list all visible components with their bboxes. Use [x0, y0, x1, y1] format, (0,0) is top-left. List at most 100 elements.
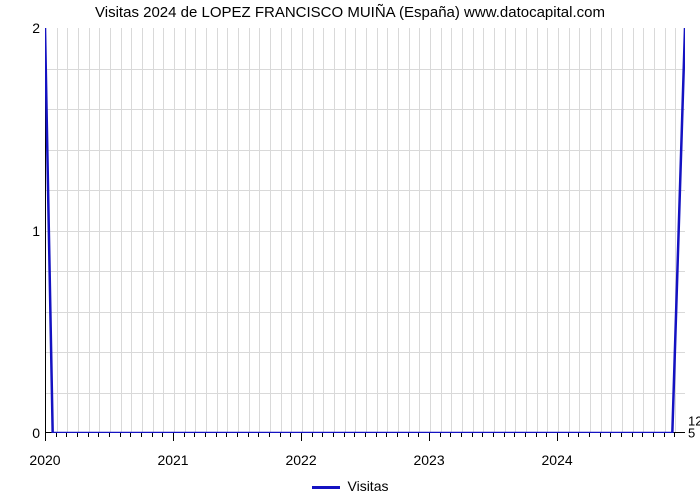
x-minor-tick — [280, 433, 281, 437]
grid-line-v — [473, 28, 474, 432]
x-minor-tick — [66, 433, 67, 437]
grid-line-v — [398, 28, 399, 432]
grid-line-v — [590, 28, 591, 432]
grid-line-v — [675, 28, 676, 432]
x-minor-tick — [226, 433, 227, 437]
grid-line-v — [195, 28, 196, 432]
grid-line-v — [334, 28, 335, 432]
grid-line-v — [366, 28, 367, 432]
grid-line-v — [601, 28, 602, 432]
grid-line-v — [654, 28, 655, 432]
x-minor-tick — [568, 433, 569, 437]
grid-line-v — [569, 28, 570, 432]
x-minor-tick — [450, 433, 451, 437]
grid-line-v — [430, 28, 431, 432]
grid-line-v — [185, 28, 186, 432]
grid-line-v — [323, 28, 324, 432]
grid-line-v — [611, 28, 612, 432]
x-minor-tick — [109, 433, 110, 437]
grid-line-v — [142, 28, 143, 432]
grid-line-v — [558, 28, 559, 432]
x-minor-tick — [504, 433, 505, 437]
plot-area — [45, 28, 685, 433]
x-minor-tick — [546, 433, 547, 437]
grid-line-v — [153, 28, 154, 432]
x-minor-tick — [269, 433, 270, 437]
grid-line-v — [313, 28, 314, 432]
x-minor-tick — [365, 433, 366, 437]
secondary-y-label: 12 — [688, 413, 700, 428]
grid-line-v — [67, 28, 68, 432]
x-minor-tick — [354, 433, 355, 437]
grid-line-v — [494, 28, 495, 432]
x-minor-tick — [344, 433, 345, 437]
x-minor-tick — [237, 433, 238, 437]
x-minor-tick — [482, 433, 483, 437]
grid-line-v — [217, 28, 218, 432]
x-minor-tick — [205, 433, 206, 437]
x-minor-tick — [152, 433, 153, 437]
x-minor-tick — [130, 433, 131, 437]
grid-line-v — [270, 28, 271, 432]
grid-line-v — [643, 28, 644, 432]
y-tick-label: 2 — [10, 20, 40, 36]
x-minor-tick — [525, 433, 526, 437]
x-tick-label: 2021 — [157, 452, 188, 468]
x-major-tick — [173, 433, 174, 441]
x-minor-tick — [440, 433, 441, 437]
grid-line-v — [377, 28, 378, 432]
x-tick-label: 2020 — [29, 452, 60, 468]
grid-line-v — [451, 28, 452, 432]
grid-line-v — [99, 28, 100, 432]
grid-line-v — [622, 28, 623, 432]
x-major-tick — [429, 433, 430, 441]
x-minor-tick — [216, 433, 217, 437]
x-minor-tick — [578, 433, 579, 437]
grid-line-v — [110, 28, 111, 432]
legend-label: Visitas — [348, 478, 389, 494]
x-minor-tick — [674, 433, 675, 437]
x-minor-tick — [472, 433, 473, 437]
x-minor-tick — [376, 433, 377, 437]
x-minor-tick — [600, 433, 601, 437]
x-minor-tick — [120, 433, 121, 437]
x-minor-tick — [333, 433, 334, 437]
grid-line-v — [345, 28, 346, 432]
x-minor-tick — [653, 433, 654, 437]
x-tick-label: 2022 — [285, 452, 316, 468]
x-minor-tick — [162, 433, 163, 437]
x-minor-tick — [56, 433, 57, 437]
x-minor-tick — [418, 433, 419, 437]
grid-line-v — [227, 28, 228, 432]
x-major-tick — [45, 433, 46, 441]
x-minor-tick — [88, 433, 89, 437]
grid-line-v — [291, 28, 292, 432]
grid-line-v — [633, 28, 634, 432]
x-minor-tick — [642, 433, 643, 437]
x-minor-tick — [322, 433, 323, 437]
x-minor-tick — [408, 433, 409, 437]
grid-line-v — [419, 28, 420, 432]
x-major-tick — [301, 433, 302, 441]
x-tick-label: 2023 — [413, 452, 444, 468]
x-minor-tick — [621, 433, 622, 437]
x-minor-tick — [589, 433, 590, 437]
x-minor-tick — [77, 433, 78, 437]
grid-line-v — [174, 28, 175, 432]
x-minor-tick — [386, 433, 387, 437]
x-minor-tick — [664, 433, 665, 437]
x-minor-tick — [397, 433, 398, 437]
grid-line-v — [483, 28, 484, 432]
x-minor-tick — [632, 433, 633, 437]
y-tick-label: 0 — [10, 425, 40, 441]
x-minor-tick — [461, 433, 462, 437]
grid-line-v — [206, 28, 207, 432]
y-tick-label: 1 — [10, 223, 40, 239]
grid-line-v — [409, 28, 410, 432]
grid-line-v — [78, 28, 79, 432]
grid-line-v — [462, 28, 463, 432]
grid-line-v — [355, 28, 356, 432]
grid-line-v — [526, 28, 527, 432]
grid-line-v — [121, 28, 122, 432]
grid-line-v — [57, 28, 58, 432]
